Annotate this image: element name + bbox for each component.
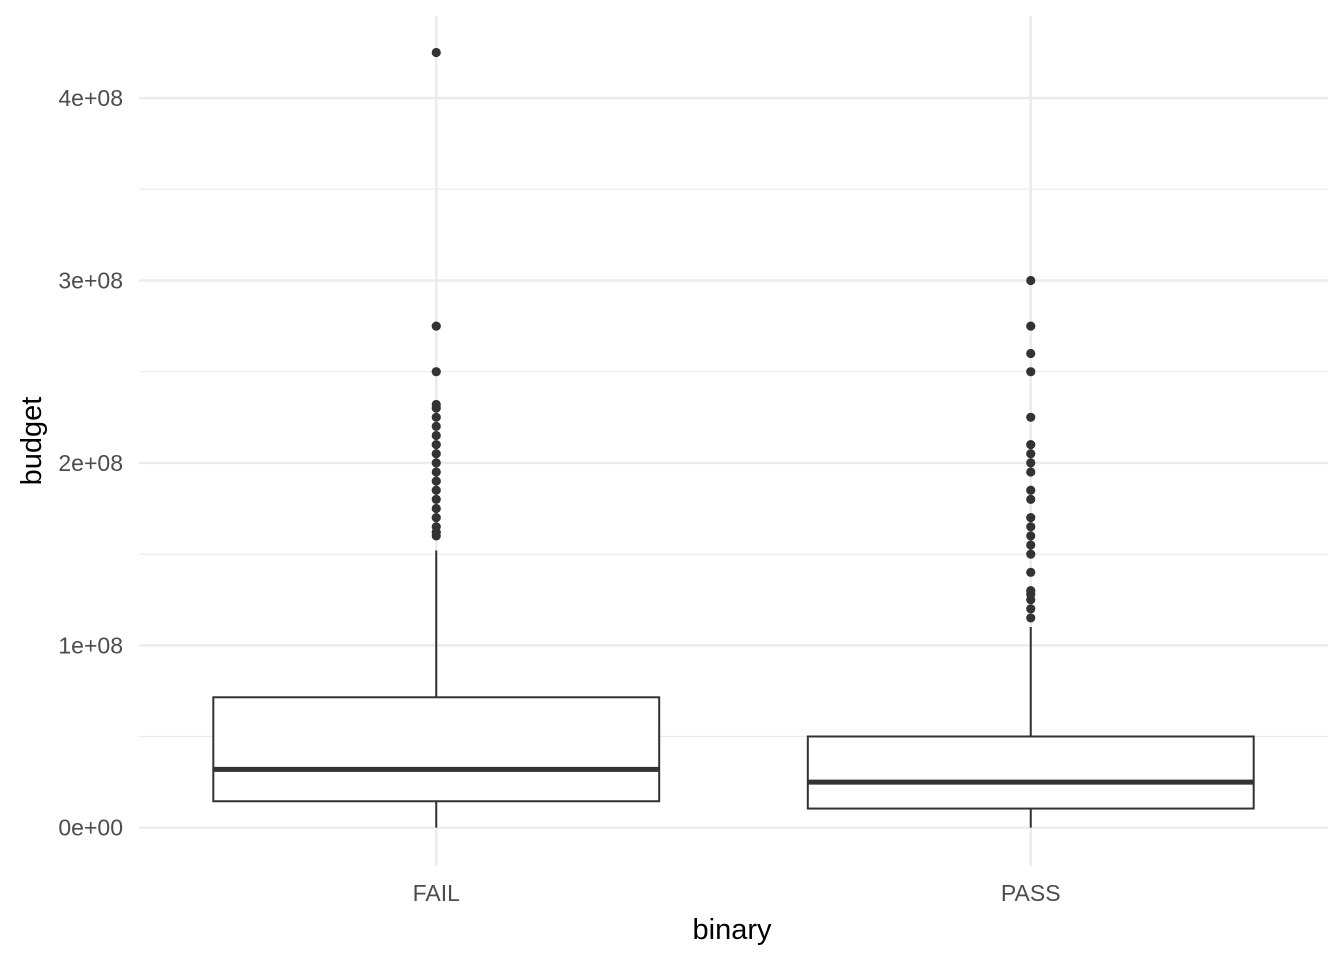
boxplots — [212, 47, 1255, 828]
outlier-point — [1026, 348, 1036, 359]
outlier-point — [431, 399, 441, 410]
outlier-point — [1026, 367, 1036, 377]
outlier-point — [431, 47, 441, 58]
outlier-point — [1026, 275, 1036, 286]
outlier-point — [1026, 485, 1036, 495]
outlier-point — [1026, 585, 1036, 596]
outlier-point — [1026, 440, 1036, 450]
outlier-point — [431, 449, 441, 459]
y-tick-label: 0e+00 — [58, 815, 123, 841]
outlier-point — [431, 494, 441, 504]
outlier-point — [1026, 494, 1036, 504]
x-tick-label: FAIL — [413, 880, 461, 906]
outlier-point — [1026, 549, 1036, 559]
outlier-point — [1026, 458, 1036, 468]
boxplot-fail — [212, 47, 661, 828]
outlier-point — [431, 458, 441, 468]
y-axis-title: budget — [16, 397, 48, 486]
outlier-point — [431, 503, 441, 514]
outlier-point — [1026, 613, 1036, 623]
y-tick-label: 4e+08 — [58, 85, 123, 111]
outlier-point — [431, 421, 441, 432]
y-tick-label: 1e+08 — [58, 632, 123, 658]
y-tick-label: 3e+08 — [58, 267, 123, 293]
outlier-point — [431, 485, 441, 495]
outlier-point — [1026, 540, 1036, 550]
y-tick-label: 2e+08 — [58, 450, 123, 476]
outlier-point — [1026, 321, 1036, 331]
outlier-point — [1026, 522, 1036, 532]
outlier-point — [431, 476, 441, 486]
outlier-point — [1026, 449, 1036, 459]
x-tick-label: PASS — [1001, 880, 1061, 906]
outlier-point — [1026, 604, 1036, 614]
outlier-point — [1026, 567, 1036, 577]
x-axis-title: binary — [693, 914, 772, 946]
outlier-point — [1026, 531, 1036, 541]
outlier-point — [431, 522, 441, 532]
outlier-point — [431, 321, 441, 331]
axis-ticks: 0e+00 1e+08 2e+08 3e+08 4e+08 FAIL PASS — [58, 85, 1060, 906]
box-iqr — [212, 696, 661, 803]
boxplot-pass — [806, 275, 1255, 828]
outlier-point — [1026, 412, 1036, 422]
box-iqr — [806, 735, 1255, 810]
outlier-point — [1026, 467, 1036, 477]
outlier-point — [1026, 513, 1036, 523]
outlier-point — [431, 467, 441, 477]
outlier-point — [431, 440, 441, 450]
outlier-point — [431, 430, 441, 441]
outlier-point — [431, 367, 441, 377]
outlier-point — [431, 513, 441, 523]
outlier-point — [431, 412, 441, 422]
